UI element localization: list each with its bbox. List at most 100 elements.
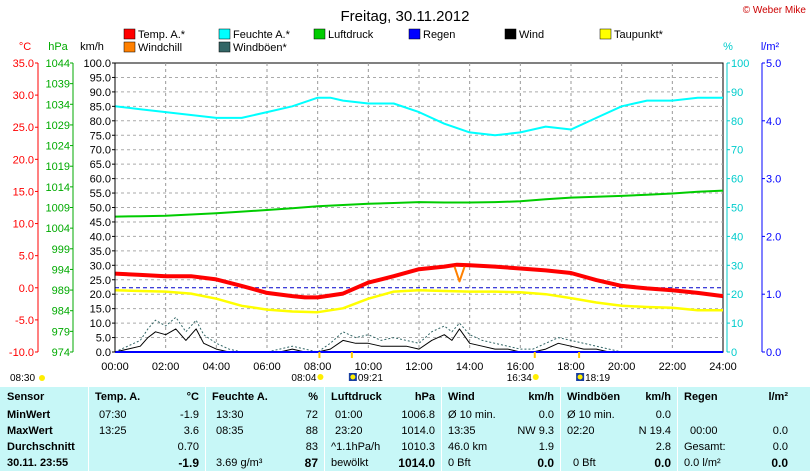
y-tick-label-rain: 1.0: [766, 289, 781, 301]
moon-glyph: [577, 374, 583, 380]
y-tick-label-humidity: 100: [731, 58, 749, 70]
stats-col-rain: Regen l/m² 00:00 0.0 Gesamt: 0.0 0.0 l/m…: [678, 387, 794, 471]
y-tick-label-wind: 15.0: [90, 304, 111, 316]
sun-events: 08:30 08:04 09:21 16:34 18:19: [10, 352, 611, 384]
y-tick-label-wind: 25.0: [90, 275, 111, 287]
x-tick-label: 24:00: [709, 361, 737, 373]
y-tick-label-wind: 60.0: [90, 174, 111, 186]
y-tick-label-wind: 90.0: [90, 87, 111, 99]
humidity-min-value: 72: [305, 409, 318, 421]
sun-event-label: 08:04: [291, 373, 316, 384]
y-tick-label-wind: 70.0: [90, 145, 111, 157]
legend-label: Windchill: [138, 42, 182, 54]
x-tick-label: 06:00: [253, 361, 281, 373]
legend-swatch: [504, 28, 517, 40]
y-tick-label-pressure: 994: [52, 264, 70, 276]
humidity-max-value: 88: [305, 425, 318, 437]
stats-header-wind: Wind: [448, 391, 475, 403]
sun-event: 16:34: [507, 352, 539, 384]
legend-swatch: [123, 28, 136, 40]
temp-current: -1.9: [178, 456, 199, 470]
legend-item: Wind: [504, 28, 544, 41]
x-tick-label: 02:00: [152, 361, 180, 373]
y-tick-label-wind: 0.0: [96, 347, 111, 359]
gusts-max-time: 02:20: [567, 425, 595, 437]
legend-label: Feuchte A.*: [233, 29, 291, 41]
y-tick-label-wind: 40.0: [90, 231, 111, 243]
y-tick-label-wind: 100.0: [83, 58, 111, 70]
rain-amount: 0.0 l/m²: [684, 457, 721, 469]
pressure-trend: ^1.1hPa/h: [331, 441, 381, 453]
y-tick-label-wind: 65.0: [90, 159, 111, 171]
y-tick-label-humidity: 30: [731, 260, 743, 272]
x-tick-label: 22:00: [659, 361, 687, 373]
series-luftdruck: [114, 189, 724, 218]
row-label-min: MinWert: [7, 409, 51, 421]
y-tick-label-pressure: 1024: [46, 141, 70, 153]
legend-item: Windchill: [123, 41, 182, 54]
y-tick-label-pressure: 1004: [46, 223, 70, 235]
y-tick-label-humidity: 60: [731, 174, 743, 186]
stats-header-sensor: Sensor: [7, 391, 45, 403]
y-tick-label-rain: 4.0: [766, 116, 781, 128]
legend-swatch: [218, 28, 231, 40]
rain-total-label: Gesamt:: [684, 441, 726, 453]
wind-avg: 1.9: [538, 441, 554, 453]
y-tick-label-temp: 5.0: [19, 251, 34, 263]
stats-unit-humidity: %: [308, 391, 318, 403]
legend-label: Taupunkt*: [614, 29, 664, 41]
legend-swatch: [599, 28, 612, 40]
x-tick-label: 18:00: [557, 361, 585, 373]
stats-unit-gusts: km/h: [645, 391, 671, 403]
y-tick-label-pressure: 984: [52, 306, 70, 318]
y-tick-label-humidity: 50: [731, 203, 743, 215]
stats-col-temp: Temp. A. °C 07:30 -1.9 13:25 3.6 0.70 -1…: [89, 387, 205, 471]
legend-swatch: [123, 41, 136, 53]
temp-max-time: 13:25: [99, 425, 127, 437]
chart-title: Freitag, 30.11.2012: [341, 8, 470, 25]
stats-header-humidity: Feuchte A.: [212, 391, 268, 403]
axis-unit-pressure: hPa: [48, 41, 68, 53]
rain-time: 00:00: [690, 425, 718, 437]
stats-col-pressure: Luftdruck hPa 01:00 1006.8 23:20 1014.0 …: [325, 387, 441, 471]
pressure-condition: bewölkt: [331, 457, 369, 469]
gusts-avg10-value: 0.0: [655, 409, 671, 421]
legend-swatch: [408, 28, 421, 40]
axis-unit-temp: °C: [19, 41, 31, 53]
y-tick-label-pressure: 1034: [46, 99, 70, 111]
humidity-current: 87: [304, 456, 318, 470]
humidity-max-time: 08:35: [216, 425, 244, 437]
y-tick-label-pressure: 1044: [46, 58, 70, 70]
legend-item: Taupunkt*: [599, 28, 664, 41]
stats-col-sensor: Sensor MinWert MaxWert Durchschnitt 30.1…: [0, 387, 88, 471]
humidity-min-time: 13:30: [216, 409, 244, 421]
gusts-max-dir: N 19.4: [638, 425, 671, 437]
y-tick-label-humidity: 20: [731, 289, 743, 301]
wind-run: 46.0 km: [448, 441, 488, 453]
stats-unit-temp: °C: [186, 391, 199, 403]
y-tick-label-pressure: 1029: [46, 120, 70, 132]
axis-unit-wind: km/h: [80, 41, 104, 53]
y-tick-label-humidity: 80: [731, 116, 743, 128]
chart-series: [114, 96, 724, 353]
stats-col-gusts: Windböen km/h Ø 10 min. 0.0 02:20 N 19.4…: [561, 387, 677, 471]
y-tick-label-humidity: 70: [731, 145, 743, 157]
axis-wind: 100.0 95.0 90.0 85.0 80.0 75.0 70.0 65.0 60.0 55.…: [80, 41, 116, 359]
y-tick-label-humidity: 90: [731, 87, 743, 99]
wind-max-time: 13:35: [448, 425, 476, 437]
stats-col-humidity: Feuchte A. % 13:30 72 08:35 88 83 3.69 g…: [206, 387, 324, 471]
gusts-current: 0.0: [654, 456, 671, 470]
x-tick-label: 14:00: [456, 361, 484, 373]
x-tick-label: 00:00: [101, 361, 129, 373]
legend-label: Windböen*: [233, 42, 288, 54]
wind-max-dir: NW 9.3: [517, 425, 554, 437]
series-taupunkt: [114, 289, 723, 314]
sun-icon: [532, 374, 539, 380]
y-tick-label-pressure: 974: [52, 347, 70, 359]
y-tick-label-pressure: 989: [52, 285, 70, 297]
pressure-min-time: 01:00: [335, 409, 363, 421]
y-tick-label-wind: 50.0: [90, 203, 111, 215]
temp-max-value: 3.6: [183, 425, 199, 437]
series-temp-a: [114, 262, 724, 300]
y-tick-label-temp: -10.0: [9, 347, 34, 359]
